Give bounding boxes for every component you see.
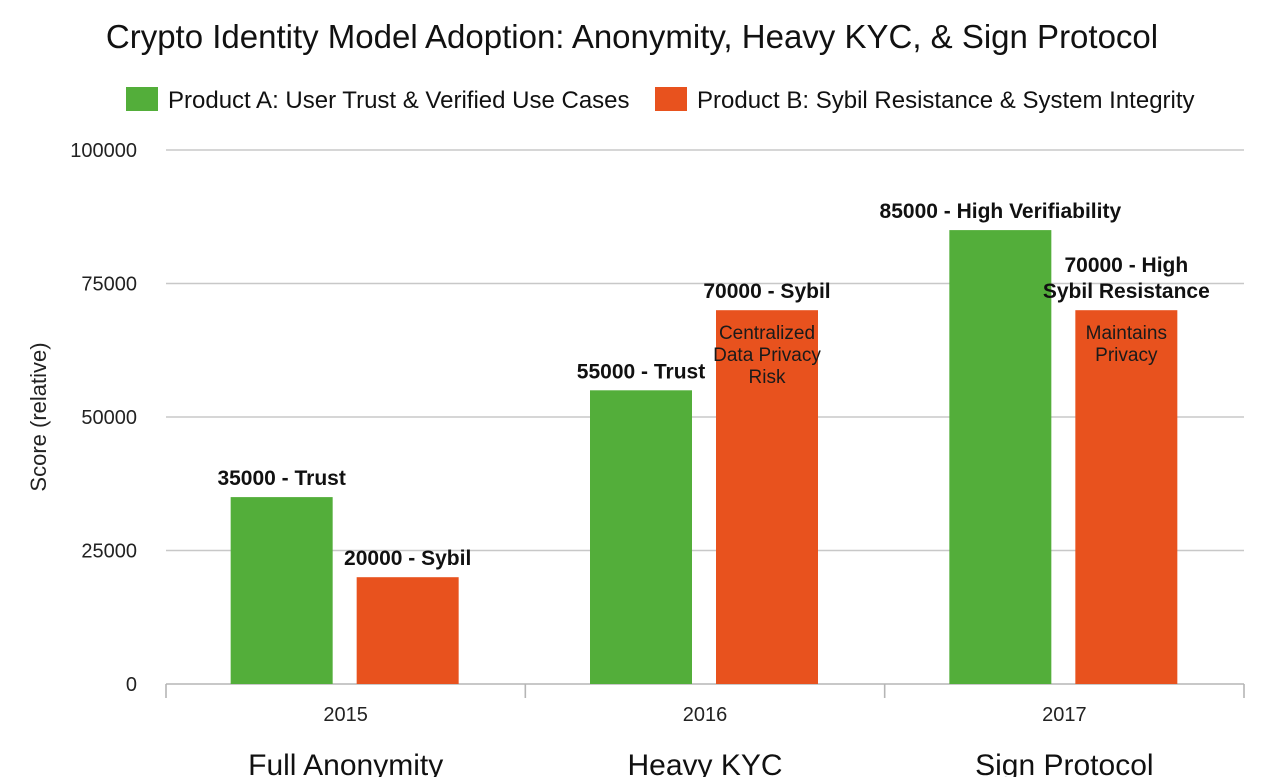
bar-product-a-2016 [590, 390, 692, 684]
legend: Product A: User Trust & Verified Use Cas… [126, 87, 1195, 114]
x-tick-label: 2016 [683, 704, 728, 726]
data-label: Sybil Resistance [1043, 280, 1210, 303]
x-tick-label: 2017 [1042, 704, 1087, 726]
axes: 2015 Full Anonymity 2016 Heavy KYC 2017 Sign … [165, 683, 1245, 782]
data-label: 85000 - High Verifiability [880, 200, 1122, 223]
legend-swatch-product-a [126, 87, 158, 111]
data-label: 55000 - Trust [577, 360, 705, 383]
bar-product-b-2016 [716, 310, 818, 684]
data-label: 70000 - Sybil [703, 280, 830, 303]
data-label: 70000 - High [1064, 254, 1188, 277]
group-label: Heavy KYC [627, 749, 782, 777]
group-label: Sign Protocol [975, 749, 1153, 777]
bar-product-b-2015 [356, 577, 459, 684]
gridlines: 0 25000 50000 75000 100000 [70, 140, 1244, 696]
data-label: 35000 - Trust [217, 467, 345, 490]
bars [230, 230, 1178, 684]
bar-product-a-2015 [230, 497, 333, 684]
y-tick-label: 0 [126, 674, 137, 696]
group-label: Full Anonymity [248, 749, 443, 777]
bar-annotation: Centralized [719, 323, 815, 344]
y-tick-label: 25000 [81, 541, 137, 563]
bar-annotation: Maintains [1086, 323, 1167, 344]
bar-annotation: Risk [749, 367, 786, 388]
y-tick-label: 75000 [81, 274, 137, 296]
chart-title: Crypto Identity Model Adoption: Anonymit… [106, 18, 1158, 55]
bar-annotation: Privacy [1095, 345, 1158, 366]
y-tick-label: 50000 [81, 407, 137, 429]
data-label: 20000 - Sybil [344, 547, 471, 570]
y-axis-label: Score (relative) [26, 342, 51, 491]
legend-swatch-product-b [655, 87, 687, 111]
legend-label-product-a: Product A: User Trust & Verified Use Cas… [168, 87, 630, 114]
data-labels: 35000 - Trust 55000 - Trust 85000 - High V… [217, 200, 1209, 570]
bar-product-b-2017 [1075, 310, 1178, 684]
bar-annotation: Data Privacy [713, 345, 821, 366]
x-tick-label: 2015 [323, 704, 368, 726]
legend-label-product-b: Product B: Sybil Resistance & System Int… [697, 87, 1195, 114]
bar-product-a-2017 [949, 230, 1052, 684]
y-tick-label: 100000 [70, 140, 137, 162]
